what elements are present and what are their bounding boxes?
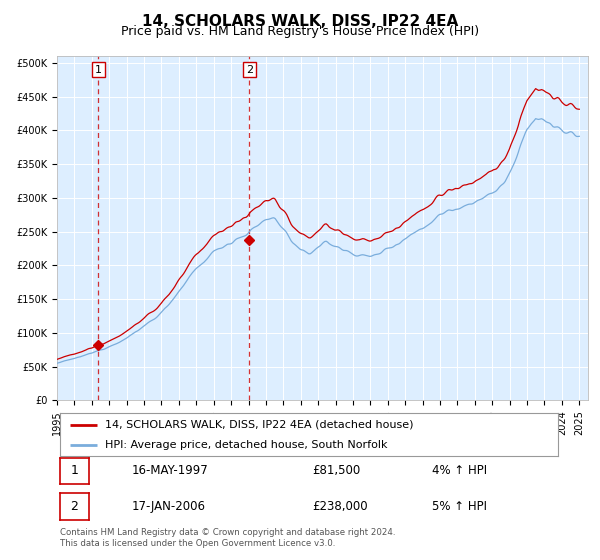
Text: 1: 1 [95, 64, 102, 74]
Text: 1: 1 [70, 464, 79, 478]
Text: £81,500: £81,500 [312, 464, 360, 478]
Text: 2: 2 [70, 500, 79, 514]
Text: 2: 2 [245, 64, 253, 74]
Text: 17-JAN-2006: 17-JAN-2006 [132, 500, 206, 514]
Text: Price paid vs. HM Land Registry's House Price Index (HPI): Price paid vs. HM Land Registry's House … [121, 25, 479, 38]
Text: 5% ↑ HPI: 5% ↑ HPI [432, 500, 487, 514]
Text: 4% ↑ HPI: 4% ↑ HPI [432, 464, 487, 478]
Text: Contains HM Land Registry data © Crown copyright and database right 2024.
This d: Contains HM Land Registry data © Crown c… [60, 528, 395, 548]
Text: 16-MAY-1997: 16-MAY-1997 [132, 464, 209, 478]
Text: 14, SCHOLARS WALK, DISS, IP22 4EA: 14, SCHOLARS WALK, DISS, IP22 4EA [142, 14, 458, 29]
Text: HPI: Average price, detached house, South Norfolk: HPI: Average price, detached house, Sout… [105, 440, 388, 450]
Text: £238,000: £238,000 [312, 500, 368, 514]
Text: 14, SCHOLARS WALK, DISS, IP22 4EA (detached house): 14, SCHOLARS WALK, DISS, IP22 4EA (detac… [105, 419, 413, 430]
